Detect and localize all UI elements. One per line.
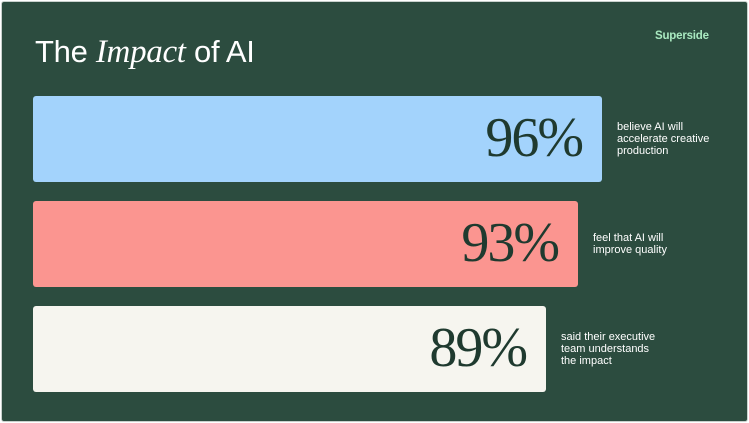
bar-caption-line: production bbox=[617, 145, 669, 157]
bar-caption: believe AI will accelerate creative produc… bbox=[617, 121, 737, 157]
bar-caption-line: accelerate creative bbox=[617, 133, 710, 145]
bar-caption-line: the impact bbox=[561, 355, 612, 367]
bar-caption: said their executive team understands the … bbox=[561, 331, 681, 367]
bar-3: 89% bbox=[33, 306, 546, 392]
page-title: The Impact of AI bbox=[35, 32, 255, 72]
bar-caption: feel that AI will improve quality bbox=[593, 232, 713, 256]
brand-logo: Superside bbox=[655, 30, 709, 42]
bar-caption-line: improve quality bbox=[593, 244, 667, 256]
bar-caption-line: feel that AI will bbox=[593, 232, 664, 244]
bar-value-label: 93% bbox=[461, 212, 560, 274]
bar-1: 96% bbox=[33, 96, 602, 182]
title-emphasis: Impact bbox=[95, 34, 186, 70]
bar-caption-line: team understands bbox=[561, 343, 650, 355]
title-prefix: The bbox=[35, 34, 96, 69]
bar-caption-line: believe AI will bbox=[617, 121, 684, 133]
bar-2: 93% bbox=[33, 201, 578, 287]
title-suffix: of AI bbox=[185, 34, 255, 69]
bar-caption-line: said their executive bbox=[561, 331, 656, 343]
bar-value-label: 96% bbox=[485, 107, 584, 169]
bar-value-label: 89% bbox=[429, 317, 528, 379]
